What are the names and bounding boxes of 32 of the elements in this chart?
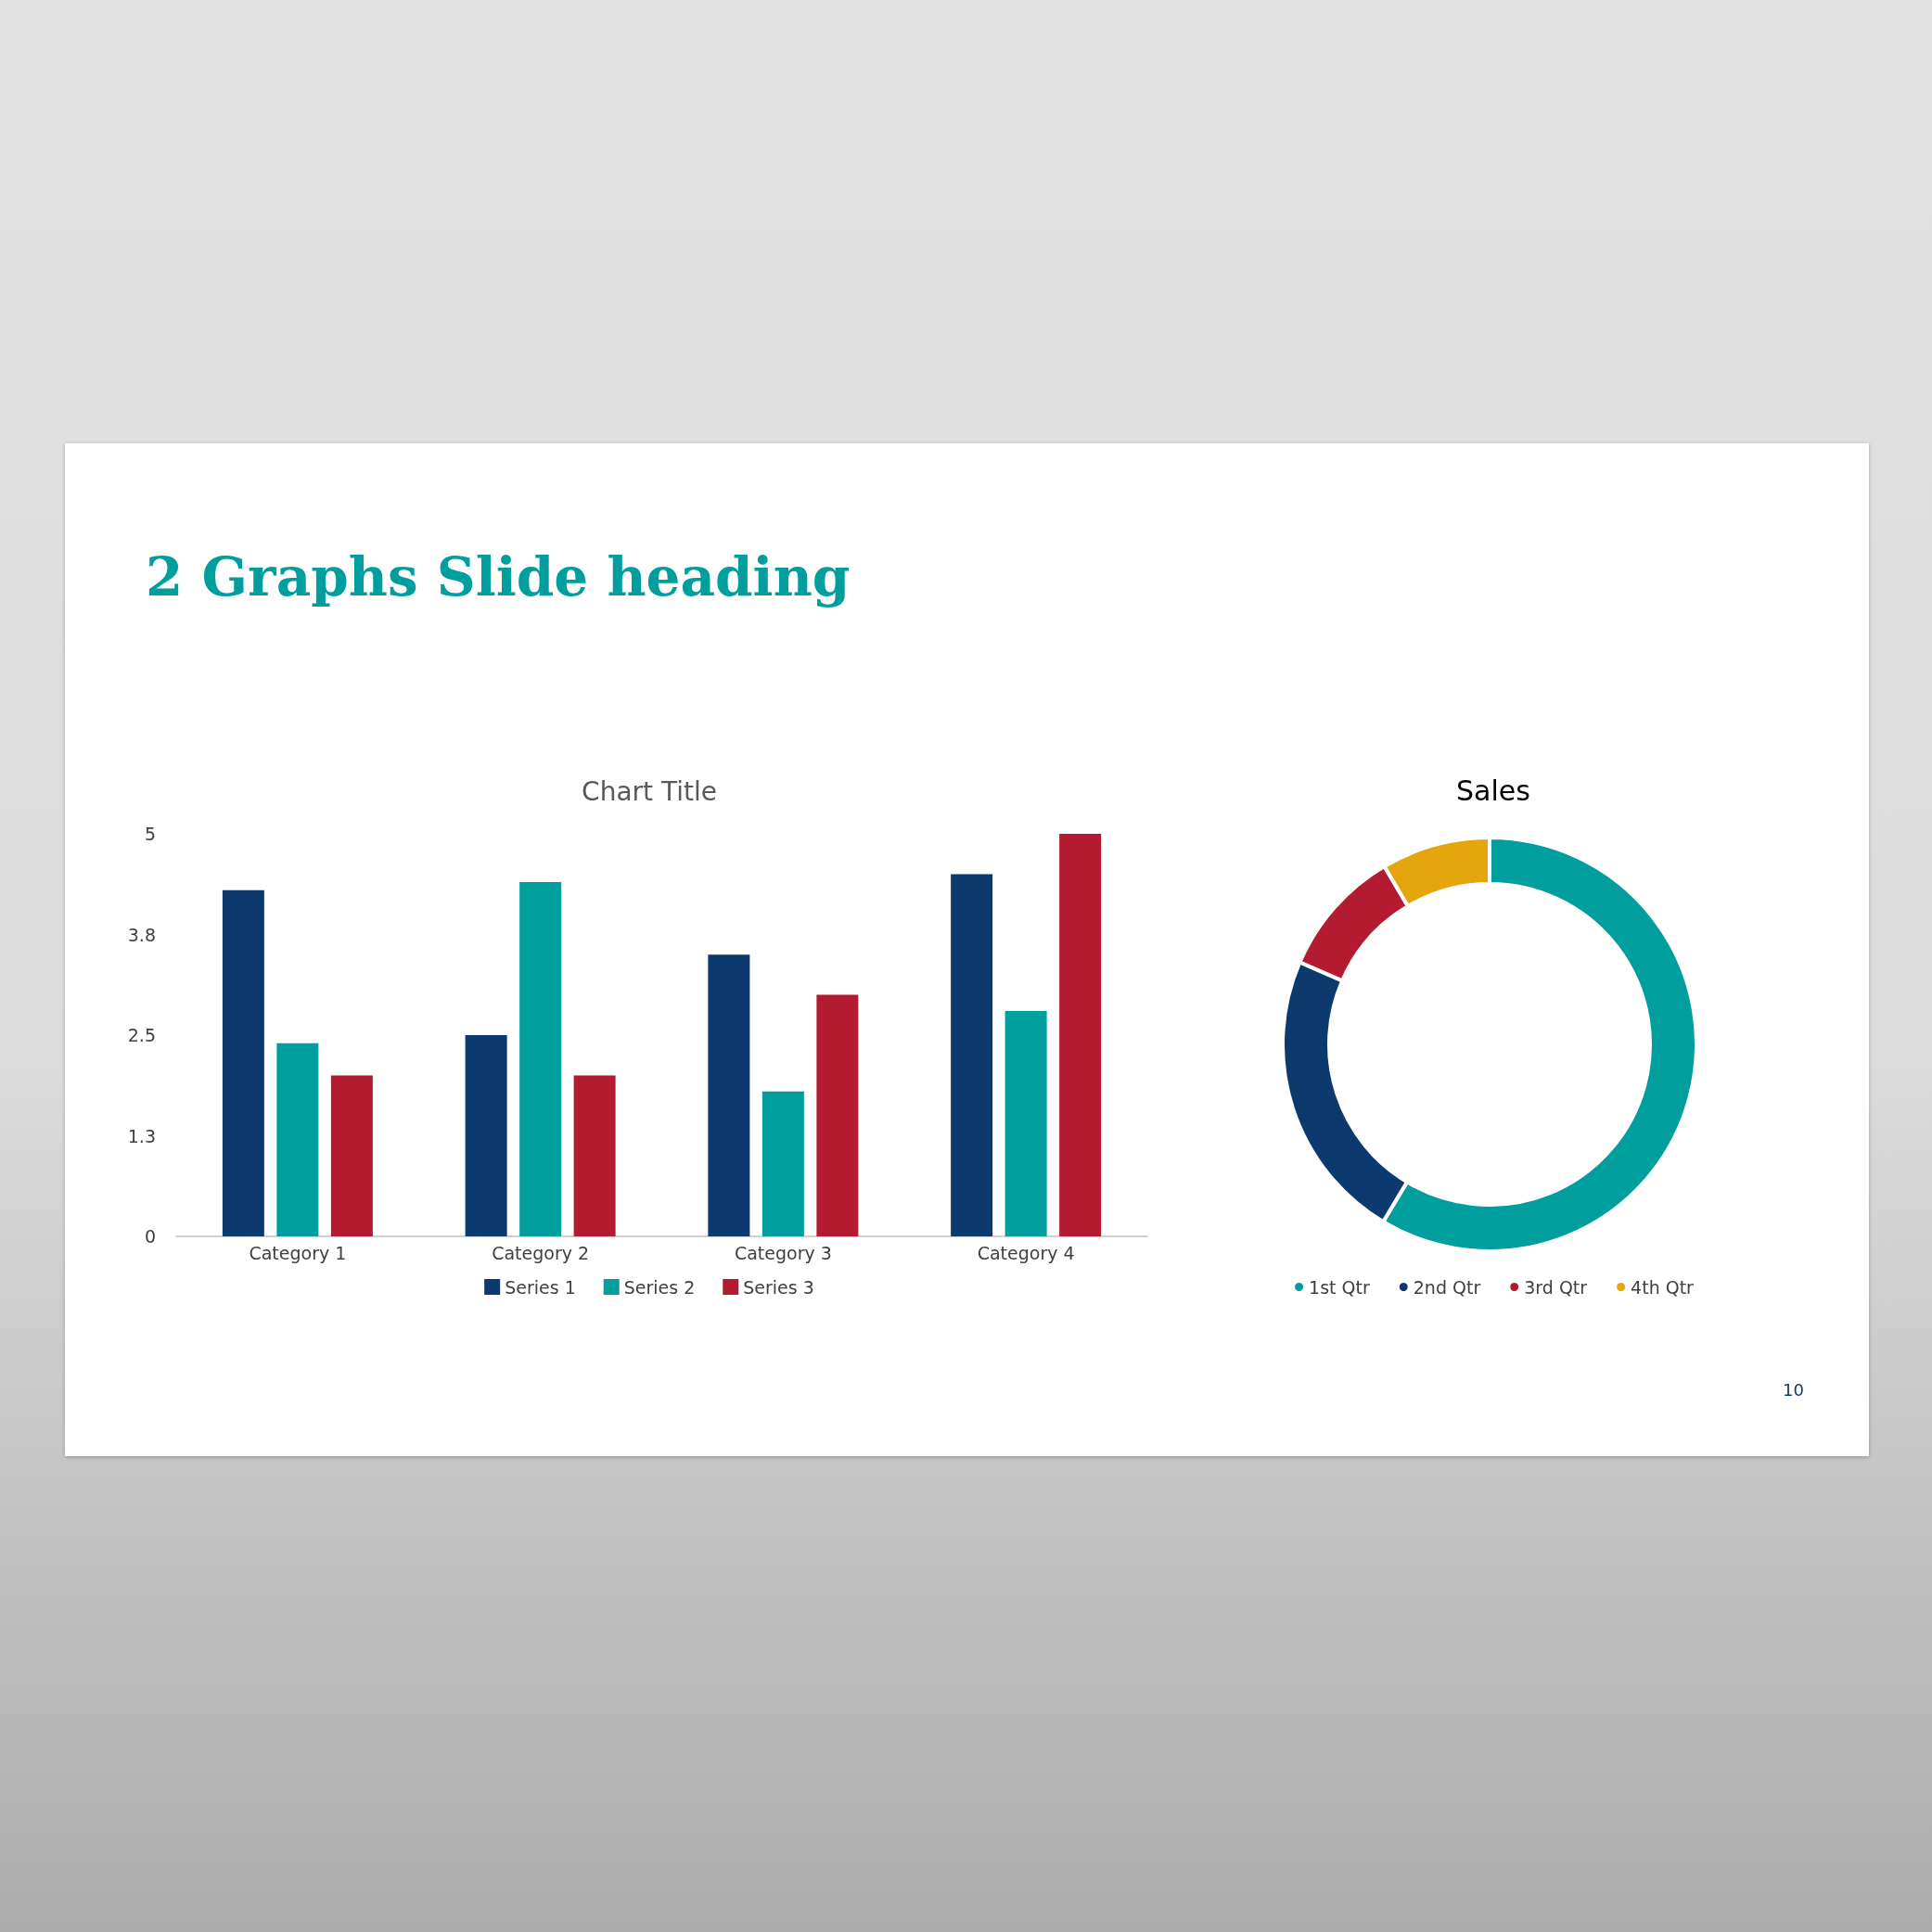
y-tick-label: 1.3 — [127, 1125, 156, 1146]
bar — [222, 889, 264, 1236]
bar — [761, 1091, 804, 1236]
bar — [708, 954, 750, 1236]
legend-label: 4th Qtr — [1631, 1276, 1695, 1298]
bar — [573, 1075, 616, 1236]
bar — [1059, 834, 1102, 1236]
legend-label: Series 1 — [505, 1276, 576, 1298]
bar — [519, 882, 562, 1236]
x-tick-label: Category 2 — [492, 1242, 590, 1263]
x-tick-label: Category 1 — [249, 1242, 347, 1263]
text: 2 Graphs Slide heading — [146, 545, 851, 608]
legend-label: Series 2 — [623, 1276, 696, 1298]
legend-label: 1st Qtr — [1309, 1276, 1370, 1298]
chart-title: Sales — [1456, 774, 1530, 807]
bar — [816, 994, 859, 1236]
legend-label: Series 3 — [743, 1276, 814, 1298]
bar — [276, 1043, 319, 1236]
y-tick-label: 0 — [144, 1226, 156, 1247]
y-tick-label: 5 — [144, 824, 156, 844]
legend-label: 3rd Qtr — [1524, 1276, 1588, 1298]
chart-title: Chart Title — [582, 775, 717, 807]
y-tick-label: 3.8 — [127, 924, 156, 945]
bar — [330, 1075, 373, 1236]
bar — [465, 1035, 507, 1236]
y-tick-label: 2.5 — [127, 1025, 156, 1045]
x-tick-label: Category 4 — [977, 1242, 1075, 1263]
text: 10 — [1783, 1380, 1804, 1400]
bar — [1004, 1010, 1047, 1236]
bar — [951, 874, 993, 1236]
x-tick-label: Category 3 — [734, 1242, 832, 1263]
legend-label: 2nd Qtr — [1413, 1276, 1481, 1298]
